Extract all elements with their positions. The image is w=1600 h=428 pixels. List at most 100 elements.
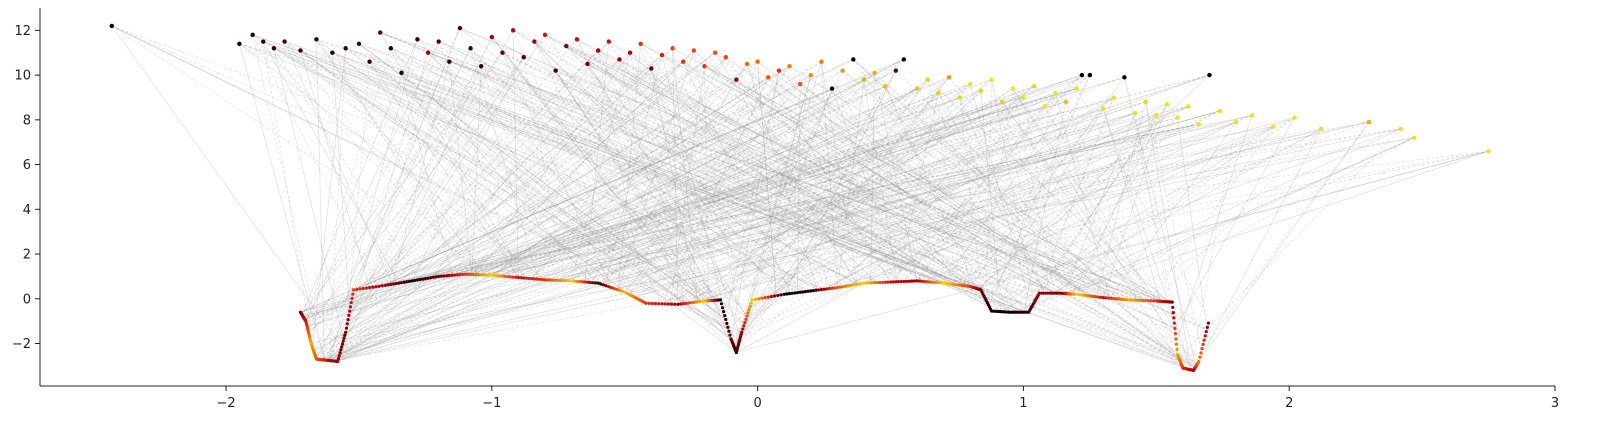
connector-line xyxy=(943,101,1067,284)
connector-line xyxy=(895,70,1186,369)
connector-line xyxy=(491,36,904,282)
connector-line xyxy=(307,74,1090,328)
connector-line xyxy=(1175,115,1253,342)
curve-point xyxy=(351,292,355,296)
curve-point xyxy=(1197,359,1201,363)
connector-line xyxy=(491,36,709,301)
connector-line xyxy=(531,123,1199,279)
connector-line xyxy=(617,97,1024,291)
connector-line xyxy=(874,72,1189,370)
cloud-point xyxy=(356,41,362,46)
connector-line xyxy=(262,41,400,284)
connector-line xyxy=(741,123,1199,333)
curve-point xyxy=(1117,297,1121,301)
curve-point xyxy=(862,281,866,285)
curve-point xyxy=(870,281,874,285)
connector-line xyxy=(431,41,610,278)
connector-line xyxy=(491,85,886,276)
curve-point xyxy=(875,280,879,285)
curve-point xyxy=(653,301,658,306)
cloud-point xyxy=(1398,126,1404,131)
connector-line xyxy=(653,72,875,304)
curve-point xyxy=(833,286,837,290)
connector-line xyxy=(712,77,950,301)
curve-point xyxy=(899,279,903,284)
cloud-point xyxy=(1271,124,1276,129)
connector-line xyxy=(304,79,865,320)
curve-point xyxy=(429,276,433,280)
cloud-point xyxy=(776,68,782,73)
connector-line xyxy=(470,48,742,333)
connector-line xyxy=(326,28,461,361)
connector-line xyxy=(329,70,843,361)
cloud-point xyxy=(946,75,952,80)
connector-line xyxy=(111,25,342,348)
connector-line xyxy=(566,45,1178,355)
connector-line xyxy=(438,41,1173,303)
upper-cloud-points xyxy=(109,23,1491,154)
connector-line xyxy=(431,97,960,278)
connector-line xyxy=(273,47,729,330)
connector-line xyxy=(369,41,440,288)
curve-point xyxy=(405,280,409,284)
connector-line xyxy=(471,77,1125,275)
cloud-point xyxy=(1366,119,1372,125)
curve-point xyxy=(1106,296,1111,300)
curve-point xyxy=(519,276,523,280)
connector-line xyxy=(349,52,716,312)
connector-line xyxy=(339,36,493,355)
connector-line xyxy=(385,123,1199,286)
connector-line xyxy=(313,65,790,352)
cloud-point xyxy=(1074,86,1079,91)
connector-line xyxy=(587,63,729,330)
curve-point xyxy=(779,293,783,297)
connector-line xyxy=(725,70,780,320)
curve-point xyxy=(615,287,619,291)
connector-line xyxy=(438,41,519,278)
connector-line xyxy=(405,88,1077,283)
curve-point xyxy=(344,330,348,334)
connector-line xyxy=(305,41,610,322)
connector-line xyxy=(977,74,1210,290)
connector-line xyxy=(1072,137,1415,295)
curve-point xyxy=(341,339,345,343)
connector-line xyxy=(491,65,790,276)
curve-point xyxy=(787,292,792,296)
curve-point xyxy=(814,288,818,292)
connector-line xyxy=(799,83,1077,295)
curve-point xyxy=(546,278,550,282)
connector-line xyxy=(1174,117,1295,329)
connector-line xyxy=(640,43,832,289)
connector-line xyxy=(991,79,1035,303)
connector-line xyxy=(558,77,1125,281)
curve-point xyxy=(466,272,470,276)
curve-point xyxy=(495,274,499,278)
connector-line xyxy=(555,70,748,317)
curve-point xyxy=(596,281,600,285)
curve-point xyxy=(757,297,761,301)
connector-line xyxy=(980,90,1002,312)
connector-line xyxy=(448,61,473,275)
cloud-point xyxy=(1154,113,1159,118)
connector-line xyxy=(273,47,713,301)
curve-point xyxy=(450,273,454,277)
curve-point xyxy=(1125,298,1129,302)
connector-line xyxy=(741,61,822,333)
cloud-point xyxy=(638,41,643,46)
cloud-point xyxy=(649,66,654,71)
curve-point xyxy=(556,278,560,282)
connector-line xyxy=(427,52,1061,294)
connector-line xyxy=(736,150,1489,353)
connector-line xyxy=(821,61,858,285)
connector-line xyxy=(427,52,858,285)
connector-line xyxy=(324,30,514,361)
connector-line xyxy=(730,86,1035,340)
connector-line xyxy=(1145,101,1202,351)
connector-line xyxy=(672,48,679,305)
connector-lines xyxy=(111,25,1489,371)
curve-point xyxy=(358,287,362,291)
connector-line xyxy=(385,66,482,286)
cloud-point xyxy=(343,46,348,51)
connector-line xyxy=(598,97,1114,284)
curve-point xyxy=(516,275,521,280)
